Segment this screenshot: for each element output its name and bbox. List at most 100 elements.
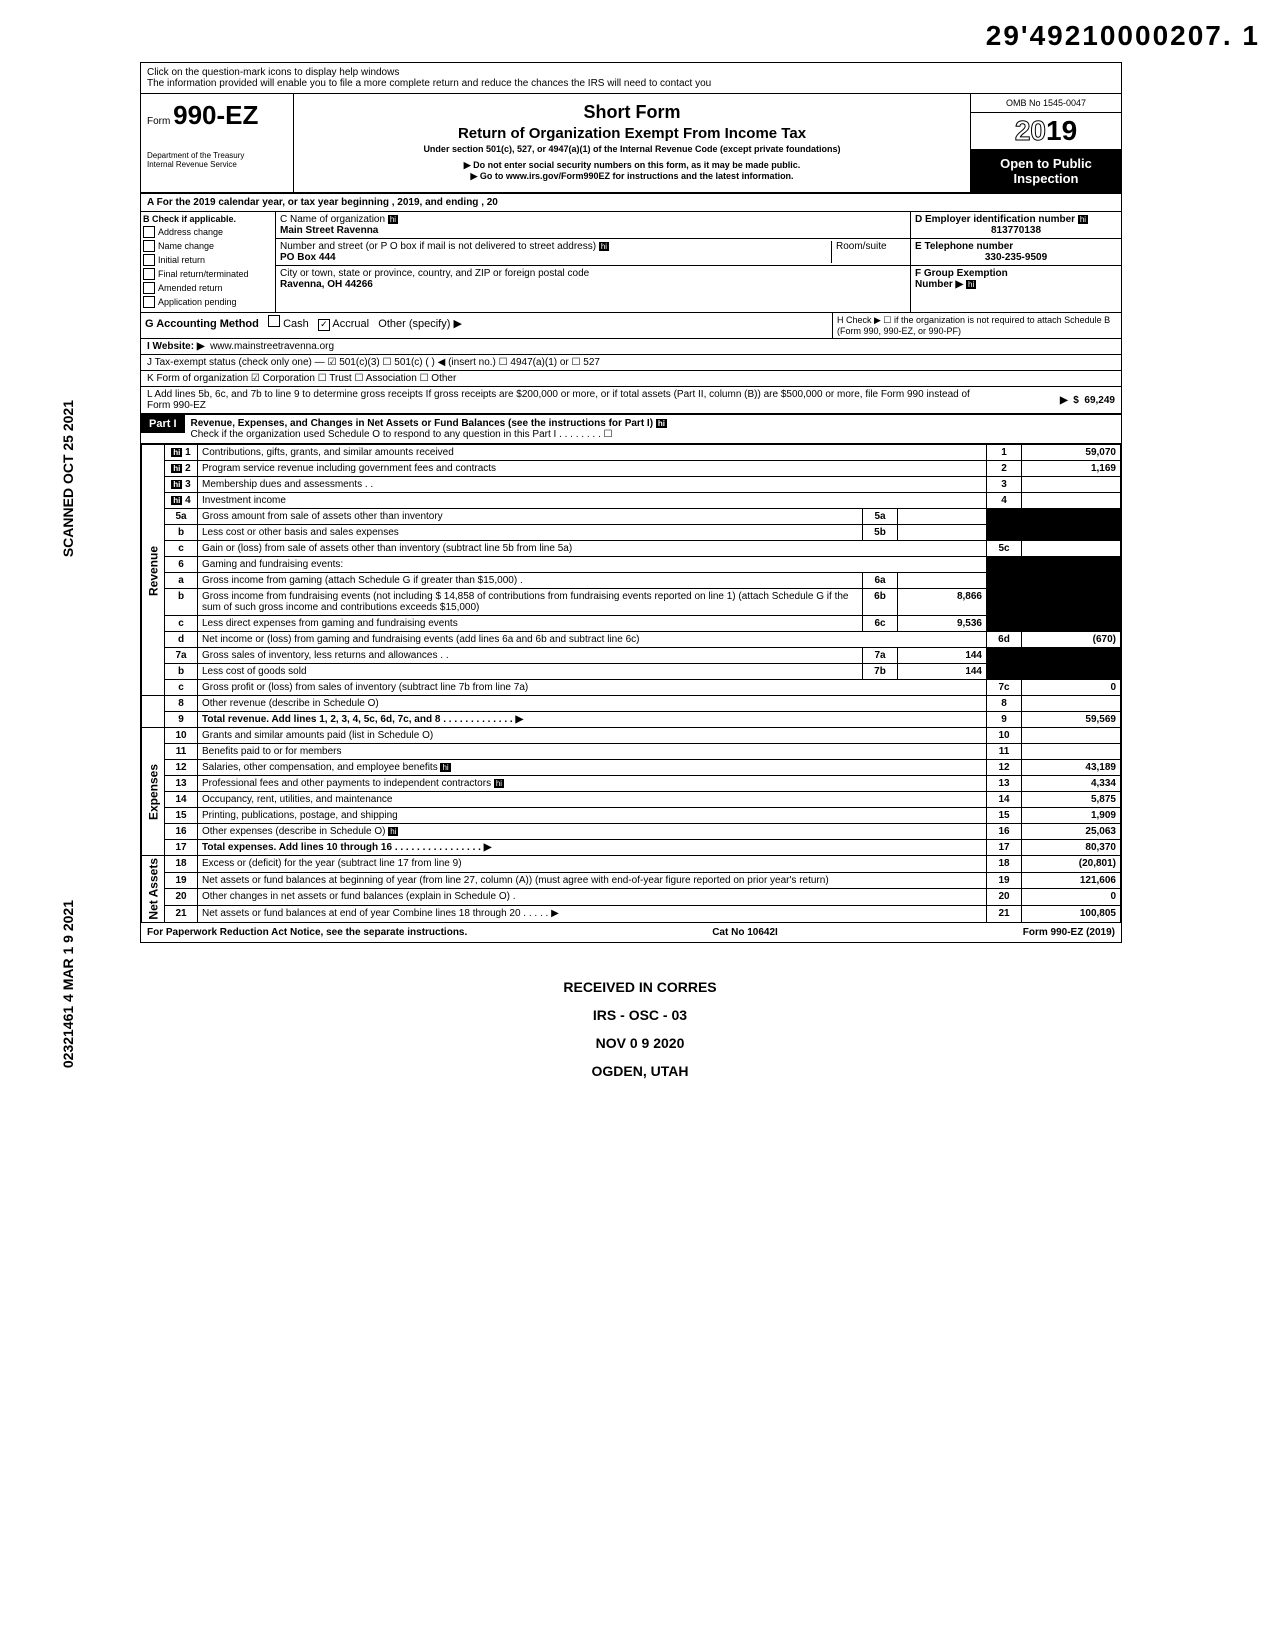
- right-column: D Employer identification number hi81377…: [911, 212, 1121, 312]
- checkbox-initial-return[interactable]: [143, 254, 155, 266]
- line-7a-amt: 144: [898, 648, 987, 664]
- help-icon[interactable]: hi: [440, 763, 450, 772]
- line-2-amt: 1,169: [1022, 461, 1121, 477]
- line-19-desc: Net assets or fund balances at beginning…: [198, 872, 987, 889]
- line-7c-desc: Gross profit or (loss) from sales of inv…: [198, 680, 987, 696]
- help-icon[interactable]: hi: [599, 242, 609, 251]
- document-number: 29'49210000207. 1: [20, 20, 1260, 52]
- checkbox-pending[interactable]: [143, 296, 155, 308]
- group-label: F Group Exemption Number ▶: [915, 268, 1008, 290]
- help-icon[interactable]: hi: [388, 215, 398, 224]
- line-3-desc: Membership dues and assessments . .: [198, 477, 987, 493]
- scanned-stamp: SCANNED OCT 25 2021: [60, 400, 76, 557]
- line-16-amt: 25,063: [1022, 824, 1121, 840]
- line-18-desc: Excess or (deficit) for the year (subtra…: [198, 856, 987, 873]
- receipt-stamps: RECEIVED IN CORRES IRS - OSC - 03 NOV 0 …: [20, 973, 1260, 1085]
- lines-table: Revenue hi 1 Contributions, gifts, grant…: [141, 444, 1121, 923]
- checkbox-cash[interactable]: [268, 315, 280, 327]
- line-18-amt: (20,801): [1022, 856, 1121, 873]
- line-6b-desc: Gross income from fundraising events (no…: [198, 589, 863, 616]
- line-1-desc: Contributions, gifts, grants, and simila…: [198, 445, 987, 461]
- checkbox-address-change[interactable]: [143, 226, 155, 238]
- website-value: www.mainstreetravenna.org: [210, 341, 334, 352]
- line-15-desc: Printing, publications, postage, and shi…: [198, 808, 987, 824]
- row-j: J Tax-exempt status (check only one) — ☑…: [141, 355, 1121, 371]
- org-city: Ravenna, OH 44266: [280, 279, 373, 290]
- footer-left: For Paperwork Reduction Act Notice, see …: [147, 927, 467, 938]
- help-icon[interactable]: hi: [656, 419, 667, 428]
- line-6a-desc: Gross income from gaming (attach Schedul…: [198, 573, 863, 589]
- info-grid: B Check if applicable. Address change Na…: [141, 212, 1121, 313]
- checkbox-accrual[interactable]: ✓: [318, 319, 330, 331]
- line-7b-desc: Less cost of goods sold: [198, 664, 863, 680]
- part1-check: Check if the organization used Schedule …: [191, 429, 613, 440]
- line-21-desc: Net assets or fund balances at end of ye…: [198, 905, 987, 922]
- form-990ez: Click on the question-mark icons to disp…: [140, 62, 1122, 943]
- line-5a-desc: Gross amount from sale of assets other t…: [198, 509, 863, 525]
- form-title-2: Return of Organization Exempt From Incom…: [300, 125, 964, 142]
- stamp-location: OGDEN, UTAH: [20, 1057, 1260, 1085]
- org-name-label: C Name of organization: [280, 214, 385, 225]
- form-warning: ▶ Do not enter social security numbers o…: [300, 160, 964, 171]
- line-6b-amt: 8,866: [898, 589, 987, 616]
- phone-value: 330-235-9509: [915, 252, 1117, 263]
- line-7a-desc: Gross sales of inventory, less returns a…: [198, 648, 863, 664]
- date-stamp-side: 02321461 4 MAR 1 9 2021: [60, 900, 76, 1068]
- cb-label: Final return/terminated: [158, 269, 249, 279]
- ein-value: 813770138: [915, 225, 1117, 236]
- help-icon[interactable]: hi: [494, 779, 504, 788]
- name-column: C Name of organization hi Main Street Rav…: [276, 212, 911, 312]
- room-label: Room/suite: [832, 241, 906, 263]
- line-2-desc: Program service revenue including govern…: [198, 461, 987, 477]
- g-label: G Accounting Method: [145, 318, 259, 330]
- addr-label: Number and street (or P O box if mail is…: [280, 241, 596, 252]
- revenue-rotate: Revenue: [142, 445, 165, 696]
- line-14-desc: Occupancy, rent, utilities, and maintena…: [198, 792, 987, 808]
- row-i: I Website: ▶ www.mainstreetravenna.org: [141, 339, 1121, 355]
- part1-label: Part I: [141, 415, 185, 433]
- cb-label: Address change: [158, 227, 223, 237]
- ein-label: D Employer identification number: [915, 214, 1075, 225]
- line-13-amt: 4,334: [1022, 776, 1121, 792]
- help-icon[interactable]: hi: [1078, 215, 1088, 224]
- help-icon[interactable]: hi: [388, 827, 398, 836]
- line-20-desc: Other changes in net assets or fund bala…: [198, 889, 987, 906]
- row-k: K Form of organization ☑ Corporation ☐ T…: [141, 371, 1121, 387]
- cb-label: Application pending: [158, 297, 237, 307]
- expenses-rotate: Expenses: [142, 728, 165, 856]
- form-header: Form 990-EZ Department of the Treasury I…: [141, 94, 1121, 194]
- help-icon[interactable]: hi: [966, 280, 976, 289]
- form-id: Form 990-EZ: [147, 100, 287, 131]
- line-1-amt: 59,070: [1022, 445, 1121, 461]
- form-footer: For Paperwork Reduction Act Notice, see …: [141, 923, 1121, 942]
- line-7c-amt: 0: [1022, 680, 1121, 696]
- line-11-desc: Benefits paid to or for members: [198, 744, 987, 760]
- accrual-label: Accrual: [332, 318, 369, 330]
- cb-label: Initial return: [158, 255, 205, 265]
- checkbox-final-return[interactable]: [143, 268, 155, 280]
- part1-title: Revenue, Expenses, and Changes in Net As…: [191, 418, 654, 429]
- checkbox-name-change[interactable]: [143, 240, 155, 252]
- dept-label: Department of the Treasury Internal Reve…: [147, 151, 287, 169]
- form-subtitle: Under section 501(c), 527, or 4947(a)(1)…: [300, 144, 964, 154]
- line-4-desc: Investment income: [198, 493, 987, 509]
- check-column-b: B Check if applicable. Address change Na…: [141, 212, 276, 312]
- line-5c-desc: Gain or (loss) from sale of assets other…: [198, 541, 987, 557]
- netassets-rotate: Net Assets: [142, 856, 165, 923]
- h-text: H Check ▶ ☐ if the organization is not r…: [833, 313, 1121, 338]
- line-17-amt: 80,370: [1022, 840, 1121, 856]
- omb-number: OMB No 1545-0047: [971, 94, 1121, 113]
- cb-label: Amended return: [158, 283, 223, 293]
- part1-header: Part I Revenue, Expenses, and Changes in…: [141, 415, 1121, 444]
- line-5b-desc: Less cost or other basis and sales expen…: [198, 525, 863, 541]
- cb-label: Name change: [158, 241, 214, 251]
- form-title-1: Short Form: [300, 102, 964, 123]
- line-13-desc: Professional fees and other payments to …: [202, 778, 491, 789]
- line-7b-amt: 144: [898, 664, 987, 680]
- line-19-amt: 121,606: [1022, 872, 1121, 889]
- line-10-desc: Grants and similar amounts paid (list in…: [198, 728, 987, 744]
- line-15-amt: 1,909: [1022, 808, 1121, 824]
- checkbox-amended[interactable]: [143, 282, 155, 294]
- line-8-desc: Other revenue (describe in Schedule O): [198, 696, 987, 712]
- org-name: Main Street Ravenna: [280, 225, 378, 236]
